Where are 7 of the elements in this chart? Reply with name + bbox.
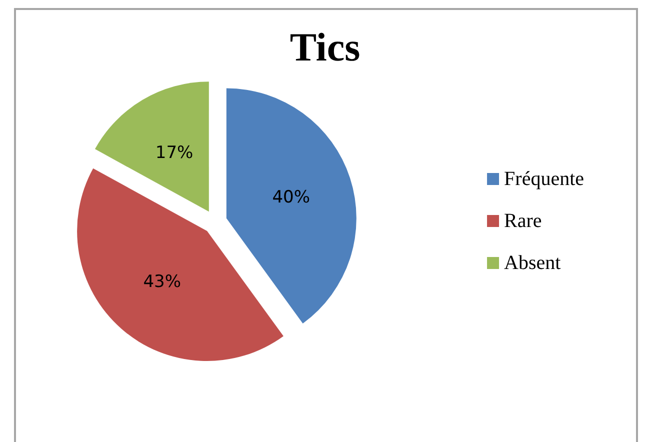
data-label: 17%	[155, 143, 194, 164]
legend-label: Rare	[504, 210, 542, 232]
chart-title: Tics	[290, 24, 360, 70]
legend-label: Fréquente	[504, 168, 584, 190]
data-label: 43%	[143, 272, 181, 292]
data-label: 40%	[272, 187, 310, 208]
legend-label: Absent	[504, 252, 562, 274]
